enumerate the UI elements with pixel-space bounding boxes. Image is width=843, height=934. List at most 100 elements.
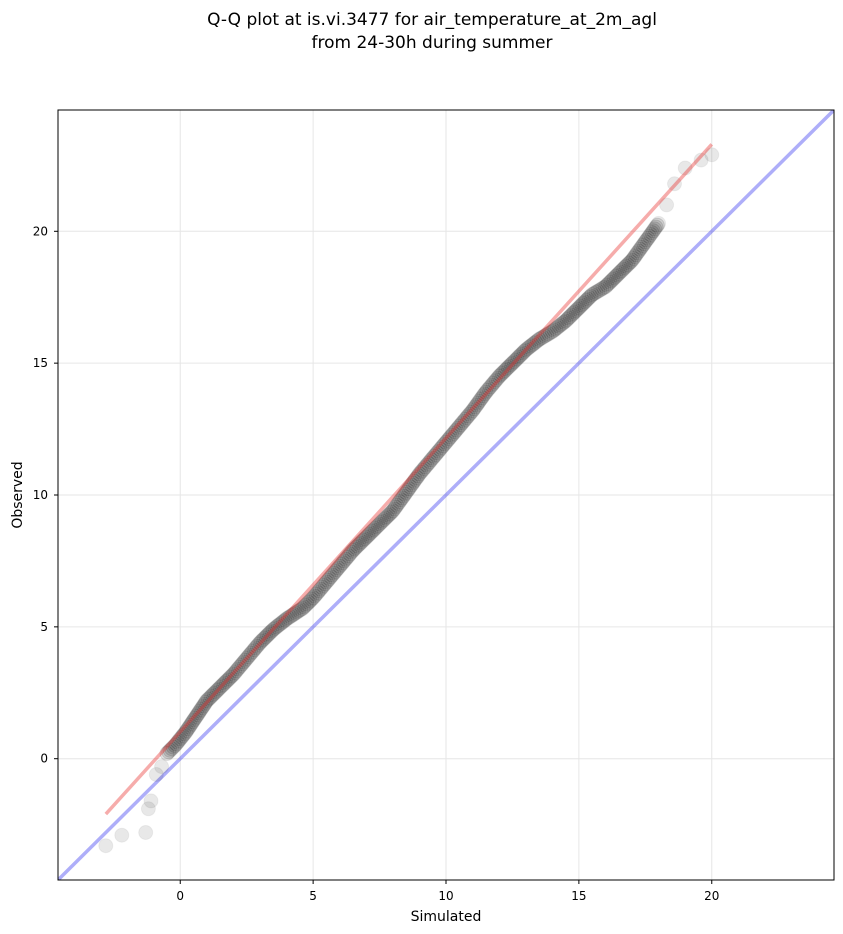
- quantile-point: [339, 549, 355, 565]
- quantile-point: [364, 523, 380, 539]
- quantile-point: [189, 707, 205, 723]
- quantile-point: [287, 605, 303, 621]
- quantile-point: [460, 408, 476, 424]
- quantile-point: [558, 313, 574, 329]
- quantile-point: [513, 346, 529, 362]
- quantile-point: [323, 569, 339, 585]
- quantile-point: [388, 499, 403, 515]
- quantile-point: [282, 609, 298, 625]
- quantile-point: [179, 723, 195, 739]
- quantile-point: [584, 287, 600, 303]
- quantile-point: [269, 619, 285, 635]
- quantile-point: [497, 363, 513, 378]
- quantile-point: [516, 343, 532, 359]
- quantile-point: [341, 548, 357, 564]
- quantile-point: [605, 271, 621, 287]
- quantile-point: [463, 404, 479, 420]
- quantile-point: [612, 264, 628, 280]
- quantile-point: [330, 560, 346, 576]
- quantile-point: [417, 459, 433, 475]
- quantile-point: [426, 448, 442, 464]
- quantile-point: [620, 257, 636, 273]
- quantile-point: [592, 282, 608, 298]
- quantile-point: [431, 443, 447, 459]
- quantile-point: [376, 512, 392, 528]
- quantile-point: [380, 507, 396, 523]
- quantile-point: [398, 484, 414, 500]
- grid: [58, 110, 834, 880]
- quantile-point: [583, 288, 599, 304]
- quantile-point: [588, 284, 604, 300]
- quantile-point: [609, 267, 625, 283]
- quantile-point: [197, 696, 212, 712]
- quantile-point: [352, 535, 368, 551]
- x-tick-label: 20: [704, 889, 719, 903]
- quantile-point: [416, 461, 432, 477]
- quantile-point: [523, 338, 539, 354]
- quantile-point: [420, 455, 436, 471]
- quantile-point: [299, 596, 315, 612]
- quantile-point: [648, 219, 664, 235]
- quantile-point: [521, 339, 537, 355]
- quantile-point: [324, 567, 340, 583]
- quantile-point: [262, 624, 278, 640]
- quantile-point: [354, 534, 370, 550]
- quantile-point: [304, 591, 320, 607]
- quantile-point: [625, 251, 641, 266]
- quantile-point: [385, 503, 401, 519]
- quantile-point: [274, 615, 290, 631]
- quantile-point: [261, 626, 277, 642]
- quantile-point: [428, 447, 444, 463]
- x-tick-label: 15: [571, 889, 586, 903]
- y-tick-label: 15: [33, 356, 48, 370]
- quantile-point: [578, 292, 594, 308]
- quantile-point: [473, 392, 488, 407]
- quantile-point: [581, 290, 597, 305]
- quantile-point: [529, 333, 545, 349]
- quantile-point: [361, 526, 377, 542]
- quantile-point: [643, 227, 659, 242]
- quantile-point: [159, 745, 175, 761]
- quantile-point: [140, 801, 156, 817]
- quantile-point: [586, 286, 602, 301]
- quantile-point: [631, 243, 647, 259]
- quantile-point: [174, 729, 190, 745]
- quantile-point: [228, 663, 244, 679]
- quantile-point: [515, 345, 531, 361]
- quantile-point: [246, 642, 262, 658]
- y-ticks: 0 5 10 15 20: [33, 224, 58, 766]
- quantile-point: [212, 680, 228, 695]
- points-layer: [98, 147, 720, 854]
- quantile-point: [528, 334, 544, 350]
- quantile-point: [445, 426, 461, 441]
- quantile-point: [386, 501, 402, 517]
- quantile-point: [704, 147, 720, 163]
- quantile-point: [332, 558, 348, 574]
- quantile-point: [333, 556, 349, 572]
- quantile-point: [360, 528, 376, 544]
- quantile-point: [293, 602, 309, 618]
- quantile-point: [198, 694, 214, 710]
- quantile-point: [345, 542, 361, 558]
- quantile-point: [603, 273, 619, 289]
- quantile-point: [478, 384, 494, 400]
- fit-line: [104, 143, 714, 816]
- quantile-point: [569, 301, 585, 317]
- quantile-point: [264, 623, 280, 639]
- quantile-point: [432, 441, 448, 457]
- quantile-point: [614, 263, 630, 279]
- quantile-point: [435, 438, 451, 454]
- quantile-point: [539, 327, 555, 343]
- quantile-point: [590, 283, 606, 299]
- quantile-point: [484, 377, 500, 393]
- quantile-point: [184, 716, 199, 731]
- quantile-point: [275, 614, 291, 630]
- quantile-point: [487, 374, 503, 390]
- quantile-point: [199, 693, 215, 709]
- quantile-point: [211, 681, 227, 697]
- fit-line-layer: [104, 143, 714, 816]
- quantile-point: [447, 424, 463, 440]
- quantile-point: [396, 488, 411, 504]
- quantile-point: [524, 337, 540, 353]
- quantile-point: [98, 838, 114, 854]
